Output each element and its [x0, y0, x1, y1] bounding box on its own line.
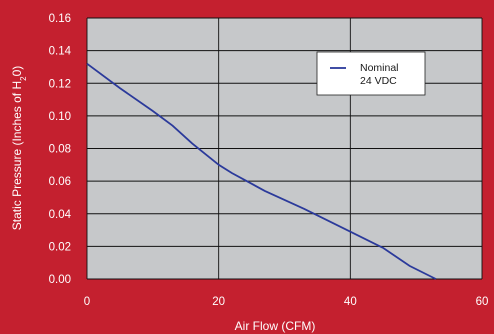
y-tick-labels: 0.00 0.02 0.04 0.06 0.08 0.10 0.12 0.14 0.16 — [49, 13, 72, 286]
series-line-nominal-24vdc — [86, 62, 437, 280]
legend-label-line-2: 24 VDC — [360, 75, 397, 87]
y-axis-title-part-2: 0) — [10, 66, 24, 77]
y-axis-title-subscript: 2 — [19, 76, 28, 81]
y-tick-label: 0.14 — [49, 46, 72, 58]
x-axis-title: Air Flow (CFM) — [235, 319, 316, 333]
x-tick-label: 40 — [344, 296, 357, 308]
legend-label-line-1: Nominal — [360, 62, 399, 74]
x-tick-label: 60 — [476, 296, 489, 308]
y-tick-label: 0.02 — [49, 241, 71, 253]
x-tick-labels: 0 20 40 60 — [84, 296, 489, 308]
y-tick-label: 0.12 — [49, 78, 71, 90]
legend: Nominal 24 VDC — [316, 51, 426, 96]
y-tick-label: 0.06 — [49, 176, 71, 188]
y-axis-title: Static Pressure (Inches of H20) — [10, 66, 28, 231]
y-tick-label: 0.08 — [49, 144, 71, 156]
y-axis-title-part-1: Static Pressure (Inches of H — [10, 81, 24, 230]
x-tick-label: 20 — [212, 296, 225, 308]
x-tick-label: 0 — [84, 296, 90, 308]
y-tick-label: 0.04 — [49, 209, 72, 221]
legend-box — [316, 51, 426, 96]
grid-lines — [86, 17, 483, 280]
y-tick-label: 0.10 — [49, 111, 71, 123]
y-tick-label: 0.16 — [49, 13, 71, 25]
y-tick-label: 0.00 — [49, 274, 71, 286]
